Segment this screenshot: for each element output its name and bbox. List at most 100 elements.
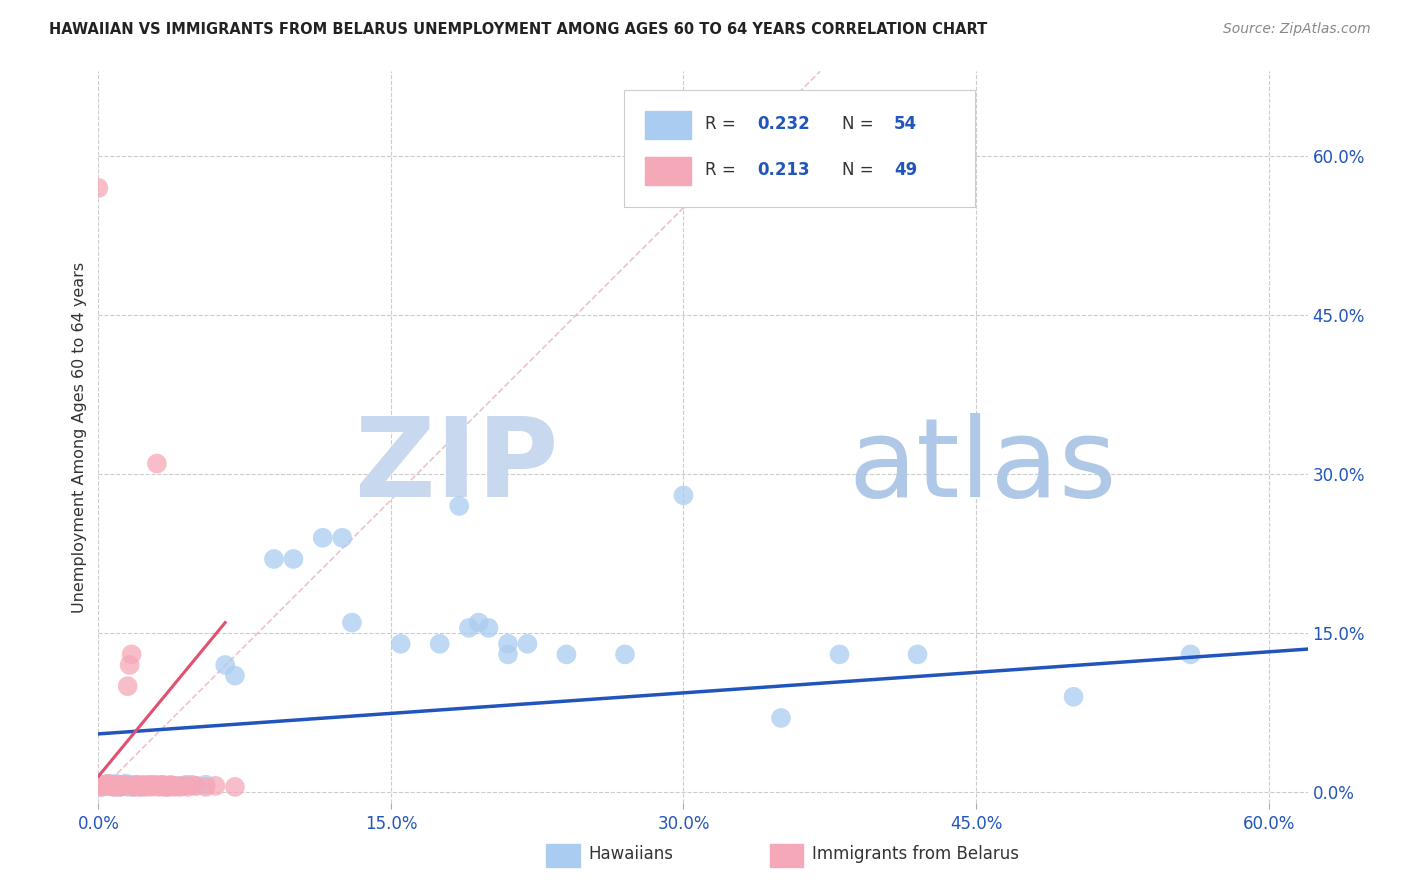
- Text: HAWAIIAN VS IMMIGRANTS FROM BELARUS UNEMPLOYMENT AMONG AGES 60 TO 64 YEARS CORRE: HAWAIIAN VS IMMIGRANTS FROM BELARUS UNEM…: [49, 22, 987, 37]
- Point: [96, 778, 118, 792]
- Point: [117, 780, 139, 794]
- Point: [103, 780, 125, 794]
- Point: [263, 552, 285, 566]
- Point: [108, 780, 131, 794]
- Point: [114, 779, 136, 793]
- Point: [91, 778, 114, 792]
- Text: Source: ZipAtlas.com: Source: ZipAtlas.com: [1223, 22, 1371, 37]
- Point: [128, 780, 150, 794]
- Point: [101, 778, 124, 792]
- Point: [134, 780, 156, 794]
- Point: [136, 779, 159, 793]
- Text: Hawaiians: Hawaiians: [588, 845, 673, 863]
- Point: [146, 457, 169, 471]
- Point: [156, 780, 179, 794]
- Point: [169, 779, 191, 793]
- Point: [122, 780, 145, 794]
- Point: [477, 621, 499, 635]
- Point: [169, 780, 191, 794]
- Point: [312, 531, 335, 545]
- Point: [173, 779, 195, 793]
- Point: [107, 779, 129, 793]
- Point: [146, 779, 169, 793]
- Text: N =: N =: [842, 115, 879, 133]
- Point: [118, 658, 141, 673]
- Point: [194, 780, 217, 794]
- Point: [516, 637, 538, 651]
- Point: [181, 778, 204, 792]
- Point: [224, 668, 246, 682]
- Point: [163, 780, 186, 794]
- Point: [162, 779, 184, 793]
- Point: [89, 780, 111, 794]
- Point: [496, 637, 519, 651]
- Point: [467, 615, 489, 630]
- Point: [93, 778, 115, 792]
- Point: [165, 779, 187, 793]
- Text: R =: R =: [706, 115, 741, 133]
- Point: [131, 779, 153, 793]
- Point: [98, 779, 121, 793]
- Bar: [645, 111, 690, 138]
- Point: [97, 777, 120, 791]
- Point: [174, 778, 197, 792]
- Point: [458, 621, 481, 635]
- Point: [184, 779, 207, 793]
- Point: [111, 778, 134, 792]
- Point: [139, 780, 162, 794]
- Text: 0.213: 0.213: [758, 161, 810, 179]
- Point: [121, 648, 143, 662]
- Point: [112, 779, 135, 793]
- Point: [177, 780, 200, 794]
- Point: [157, 780, 180, 794]
- Point: [104, 779, 127, 793]
- Point: [149, 778, 172, 792]
- Point: [194, 778, 217, 792]
- Point: [769, 711, 792, 725]
- Point: [121, 779, 143, 793]
- Point: [122, 780, 145, 794]
- Bar: [546, 844, 579, 867]
- Point: [143, 778, 166, 792]
- Point: [153, 780, 176, 794]
- Point: [108, 780, 131, 794]
- Point: [672, 488, 695, 502]
- Point: [204, 779, 226, 793]
- Point: [152, 778, 174, 792]
- Point: [127, 778, 149, 792]
- Point: [142, 779, 165, 793]
- Point: [107, 778, 129, 792]
- Text: 0.232: 0.232: [758, 115, 810, 133]
- Point: [555, 648, 578, 662]
- Point: [111, 779, 134, 793]
- Point: [91, 780, 114, 794]
- Point: [224, 780, 246, 794]
- Point: [96, 779, 118, 793]
- Y-axis label: Unemployment Among Ages 60 to 64 years: Unemployment Among Ages 60 to 64 years: [72, 261, 87, 613]
- Point: [138, 778, 160, 792]
- Text: atlas: atlas: [848, 413, 1116, 520]
- Text: 54: 54: [894, 115, 917, 133]
- Point: [124, 778, 146, 792]
- Point: [1063, 690, 1085, 704]
- Bar: [645, 157, 690, 185]
- Point: [124, 779, 146, 793]
- Point: [159, 778, 181, 792]
- Point: [340, 615, 363, 630]
- FancyBboxPatch shape: [624, 90, 976, 207]
- Point: [184, 779, 207, 793]
- Point: [117, 679, 139, 693]
- Point: [1180, 648, 1202, 662]
- Point: [114, 777, 136, 791]
- Point: [496, 648, 519, 662]
- Point: [148, 780, 170, 794]
- Point: [429, 637, 451, 651]
- Text: R =: R =: [706, 161, 741, 179]
- Point: [907, 648, 929, 662]
- Point: [127, 779, 149, 793]
- Point: [139, 778, 162, 792]
- Point: [103, 780, 125, 794]
- Bar: [769, 844, 803, 867]
- Point: [136, 779, 159, 793]
- Point: [98, 779, 121, 793]
